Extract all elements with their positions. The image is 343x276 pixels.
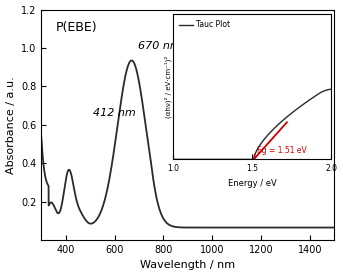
Text: P(EBE): P(EBE) <box>56 21 98 34</box>
Text: 670 nm: 670 nm <box>138 41 181 51</box>
Y-axis label: Absorbance / a.u.: Absorbance / a.u. <box>5 76 15 174</box>
X-axis label: Wavelength / nm: Wavelength / nm <box>140 261 235 270</box>
Text: 412 nm: 412 nm <box>93 108 135 118</box>
